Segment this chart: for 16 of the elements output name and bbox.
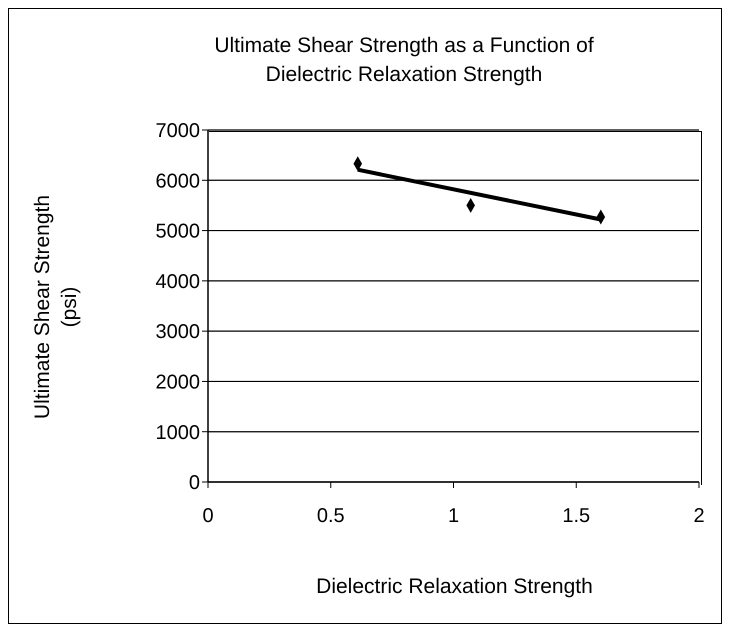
x-axis-title: Dielectric Relaxation Strength	[315, 575, 594, 599]
y-tick-label: 4000	[156, 270, 200, 293]
x-tick-label: 2	[693, 505, 705, 528]
x-tick-label: 1	[448, 505, 460, 528]
y-tick-label: 2000	[156, 372, 200, 394]
y-tick-label: 3000	[156, 321, 200, 344]
x-tick-label: 1.5	[562, 505, 590, 528]
y-axis-title: Ultimate Shear Strength (psi)	[30, 194, 82, 422]
y-tick-label: 0	[188, 472, 200, 494]
x-tick-label: 0.5	[316, 505, 345, 528]
chart-title: Ultimate Shear Strength as a Function of Dielectric Relaxation Strength	[213, 33, 595, 88]
y-tick-label: 1000	[156, 422, 200, 444]
y-tick-label: 6000	[156, 170, 200, 192]
y-tick-label: 7000	[156, 120, 200, 142]
x-tick-label: 0	[202, 505, 214, 528]
y-tick-label: 5000	[156, 220, 200, 243]
